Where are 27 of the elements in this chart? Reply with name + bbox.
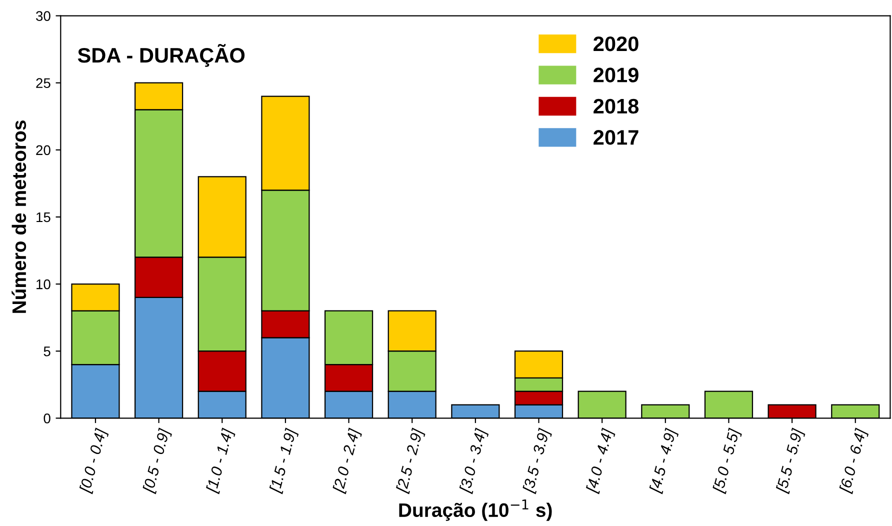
y-tick-label: 5 [44,346,50,356]
legend-label: 2017 [594,130,638,145]
text: SDA - DURAÇÃO [78,44,245,67]
x-tick-label: [0.0 - 0.4] [78,428,110,494]
y-tick-label: 25 [36,78,50,88]
x-tick-label: [6.0 - 6.4] [838,428,870,494]
x-tick-label: [2.5 - 2.9] [395,428,426,494]
x-axis-title: Duração (10$^{−1}$ s) [399,499,552,521]
y-axis-title: Número de meteoros [12,120,26,313]
y-tick-label: 10 [36,279,50,290]
x-tick-label: [4.0 - 4.4] [585,428,616,494]
x-tick-label: [5.0 - 5.5] [712,428,743,494]
x-tick-label: [1.5 - 1.9] [268,428,300,494]
y-tick-label: 20 [36,145,50,156]
x-tick-label: [1.0 - 1.4] [205,428,236,494]
y-tick-label: 0 [44,414,50,424]
x-tick-label: [3.0 - 3.4] [458,428,490,494]
y-tick-label: 30 [36,11,50,21]
legend-label: 2019 [594,68,638,82]
x-tick-label: [4.5 - 4.9] [648,428,680,494]
x-tick-label: [5.5 - 5.9] [775,428,806,494]
legend-label: 2018 [594,98,639,114]
legend-label: 2020 [594,36,638,52]
x-tick-label: [3.5 - 3.9] [522,428,553,494]
x-tick-label: [0.5 - 0.9] [142,428,173,494]
x-tick-label: [2.0 - 2.4] [332,428,363,494]
y-tick-label: 15 [36,212,50,222]
